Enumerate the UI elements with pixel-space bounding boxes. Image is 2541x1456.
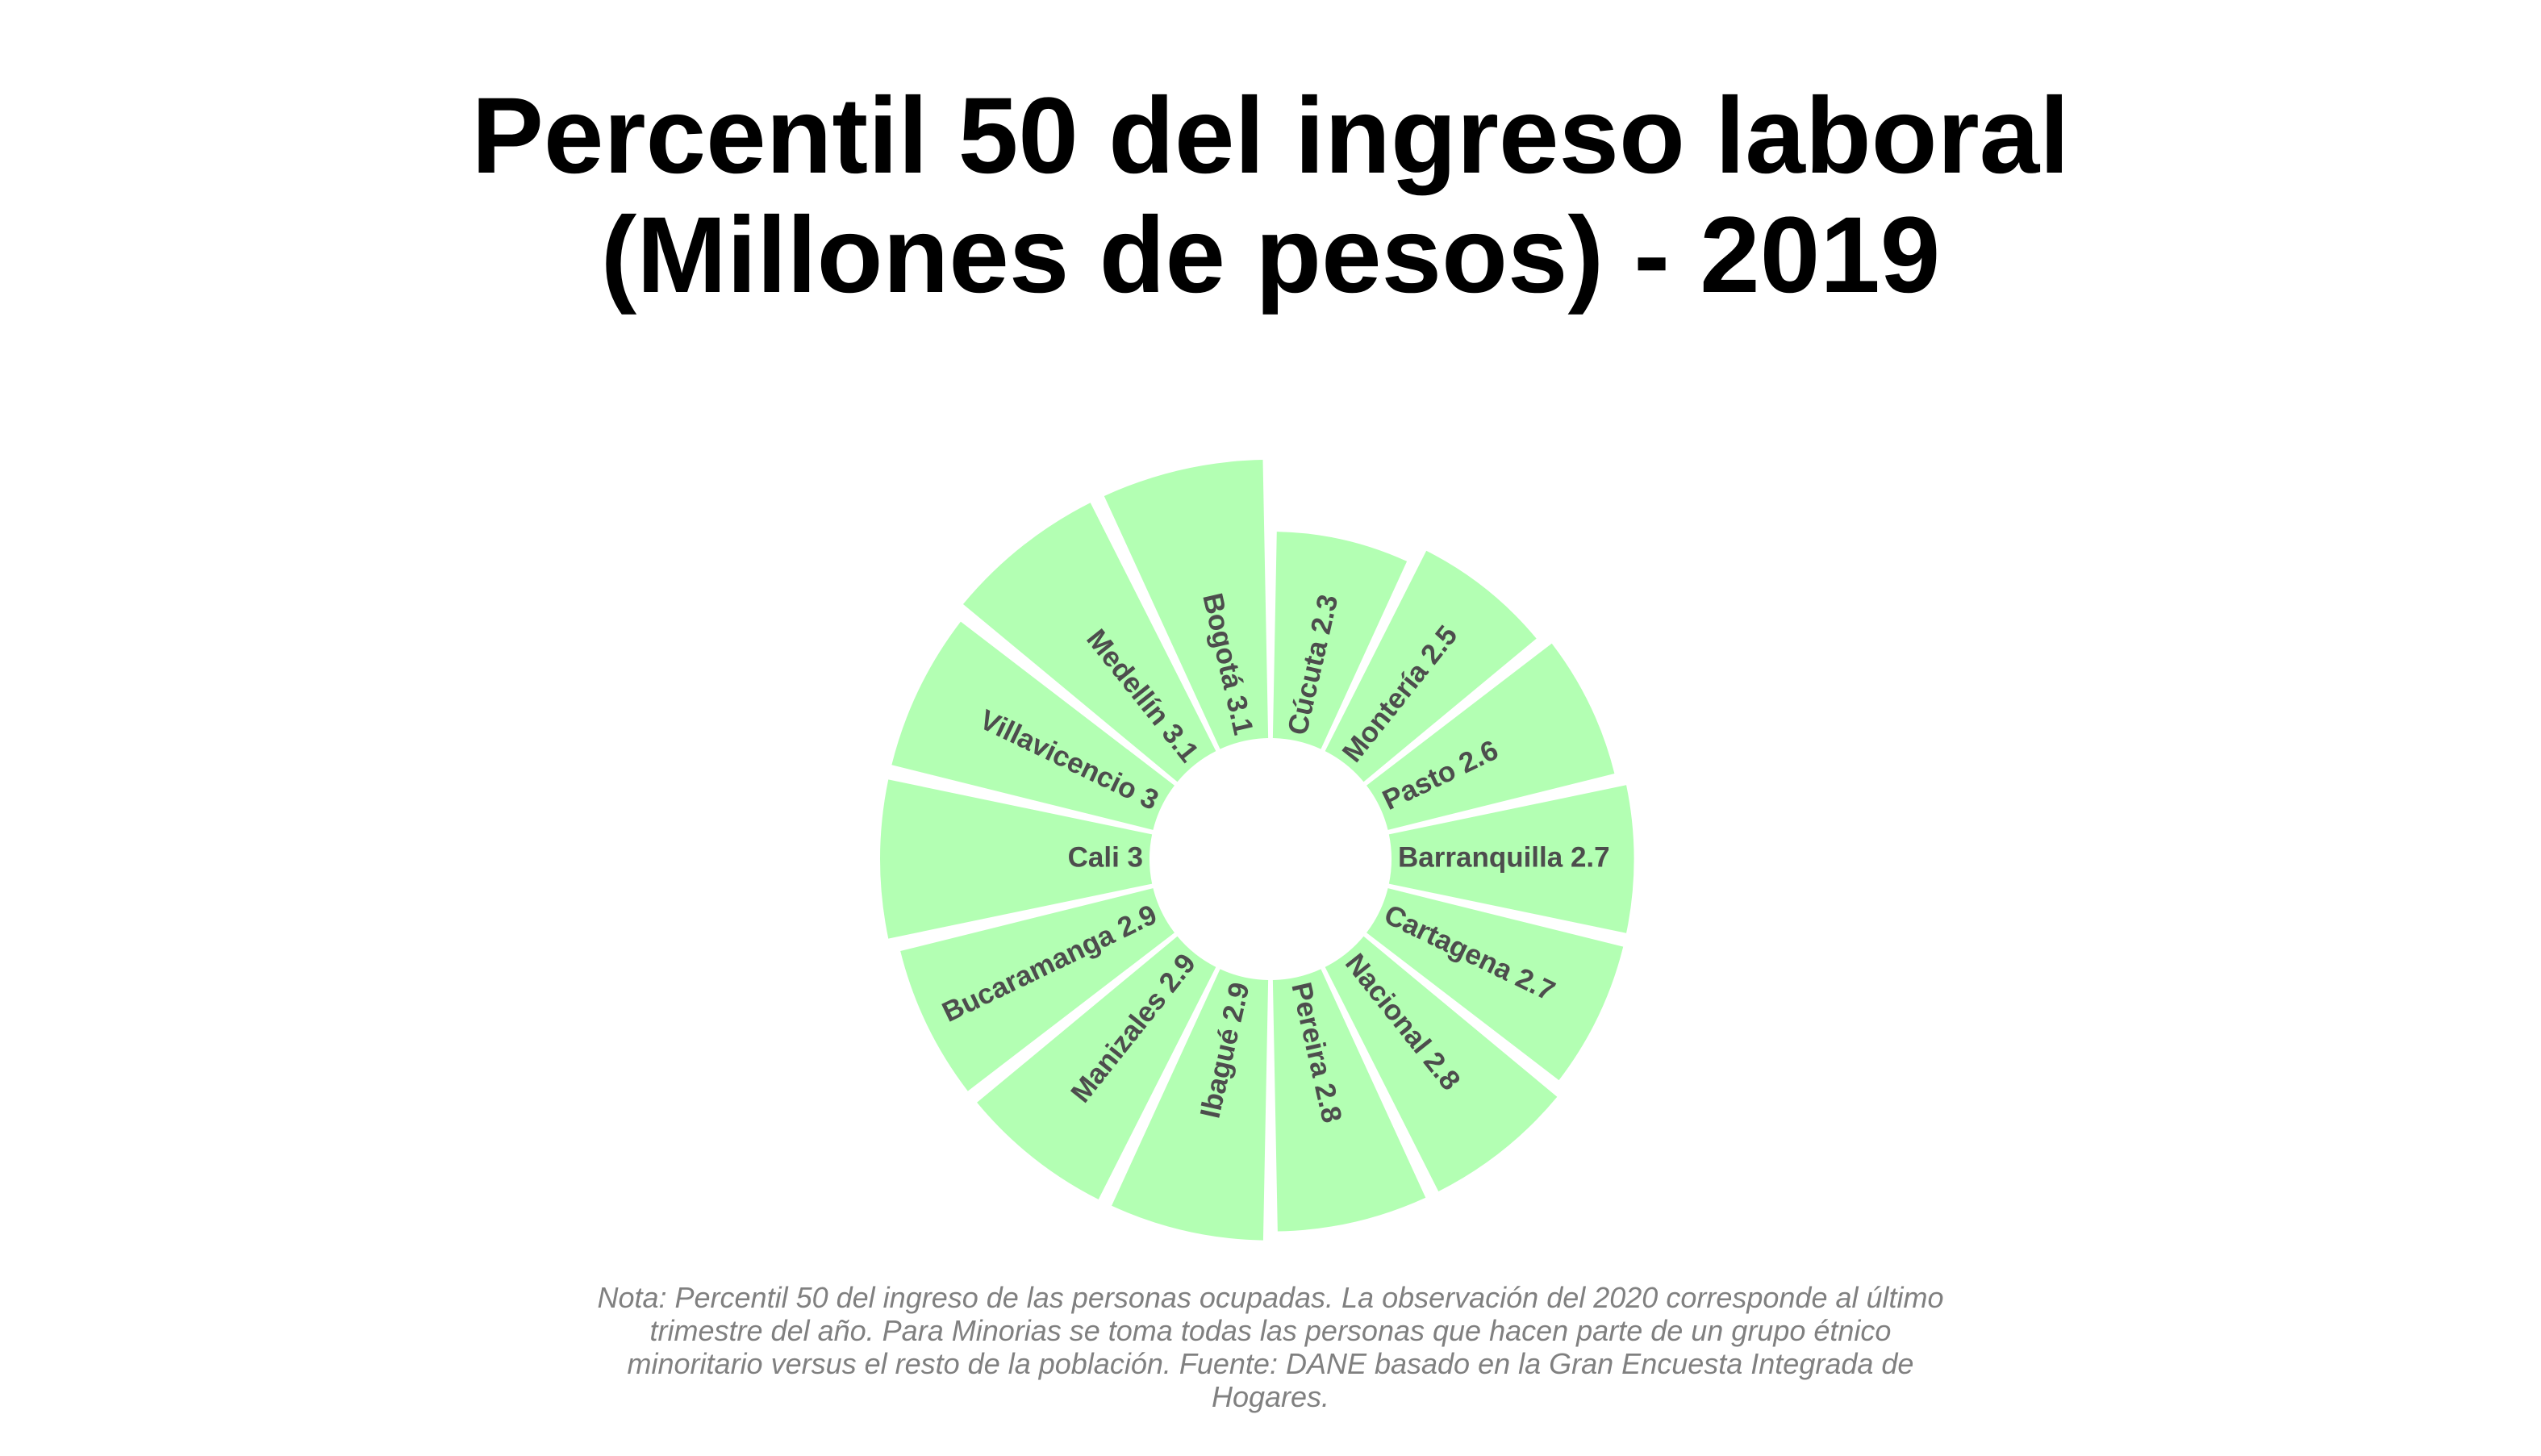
bar-ibagué: [1112, 969, 1269, 1241]
bar-medellín: [962, 503, 1216, 782]
bar-bogotá: [1104, 460, 1269, 749]
bar-montería: [1325, 550, 1537, 782]
bar-bucaramanga: [900, 888, 1175, 1091]
bar-pasto: [1366, 643, 1615, 830]
bar-manizales: [977, 936, 1216, 1199]
chart-note: Nota: Percentil 50 del ingreso de las pe…: [597, 1281, 1944, 1413]
bar-label: Cali 3: [1068, 841, 1143, 873]
bar-cali: [880, 779, 1153, 939]
bar-pereira: [1272, 969, 1426, 1232]
bar-villavicencio: [891, 621, 1175, 830]
bar-nacional: [1325, 936, 1558, 1192]
bar-barranquilla: [1388, 785, 1634, 933]
bar-cúcuta: [1272, 532, 1408, 749]
bar-group: [880, 460, 1634, 1241]
bar-cartagena: [1366, 888, 1624, 1081]
bar-label: Barranquilla 2.7: [1398, 841, 1610, 873]
chart-title: Percentil 50 del ingreso laboral (Millon…: [471, 76, 2070, 315]
